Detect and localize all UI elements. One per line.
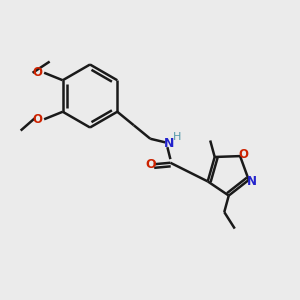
Text: N: N: [164, 137, 174, 150]
Text: O: O: [146, 158, 156, 171]
Text: O: O: [238, 148, 248, 161]
Text: O: O: [32, 113, 42, 126]
Text: H: H: [173, 132, 182, 142]
Text: O: O: [32, 66, 42, 79]
Text: N: N: [248, 175, 257, 188]
